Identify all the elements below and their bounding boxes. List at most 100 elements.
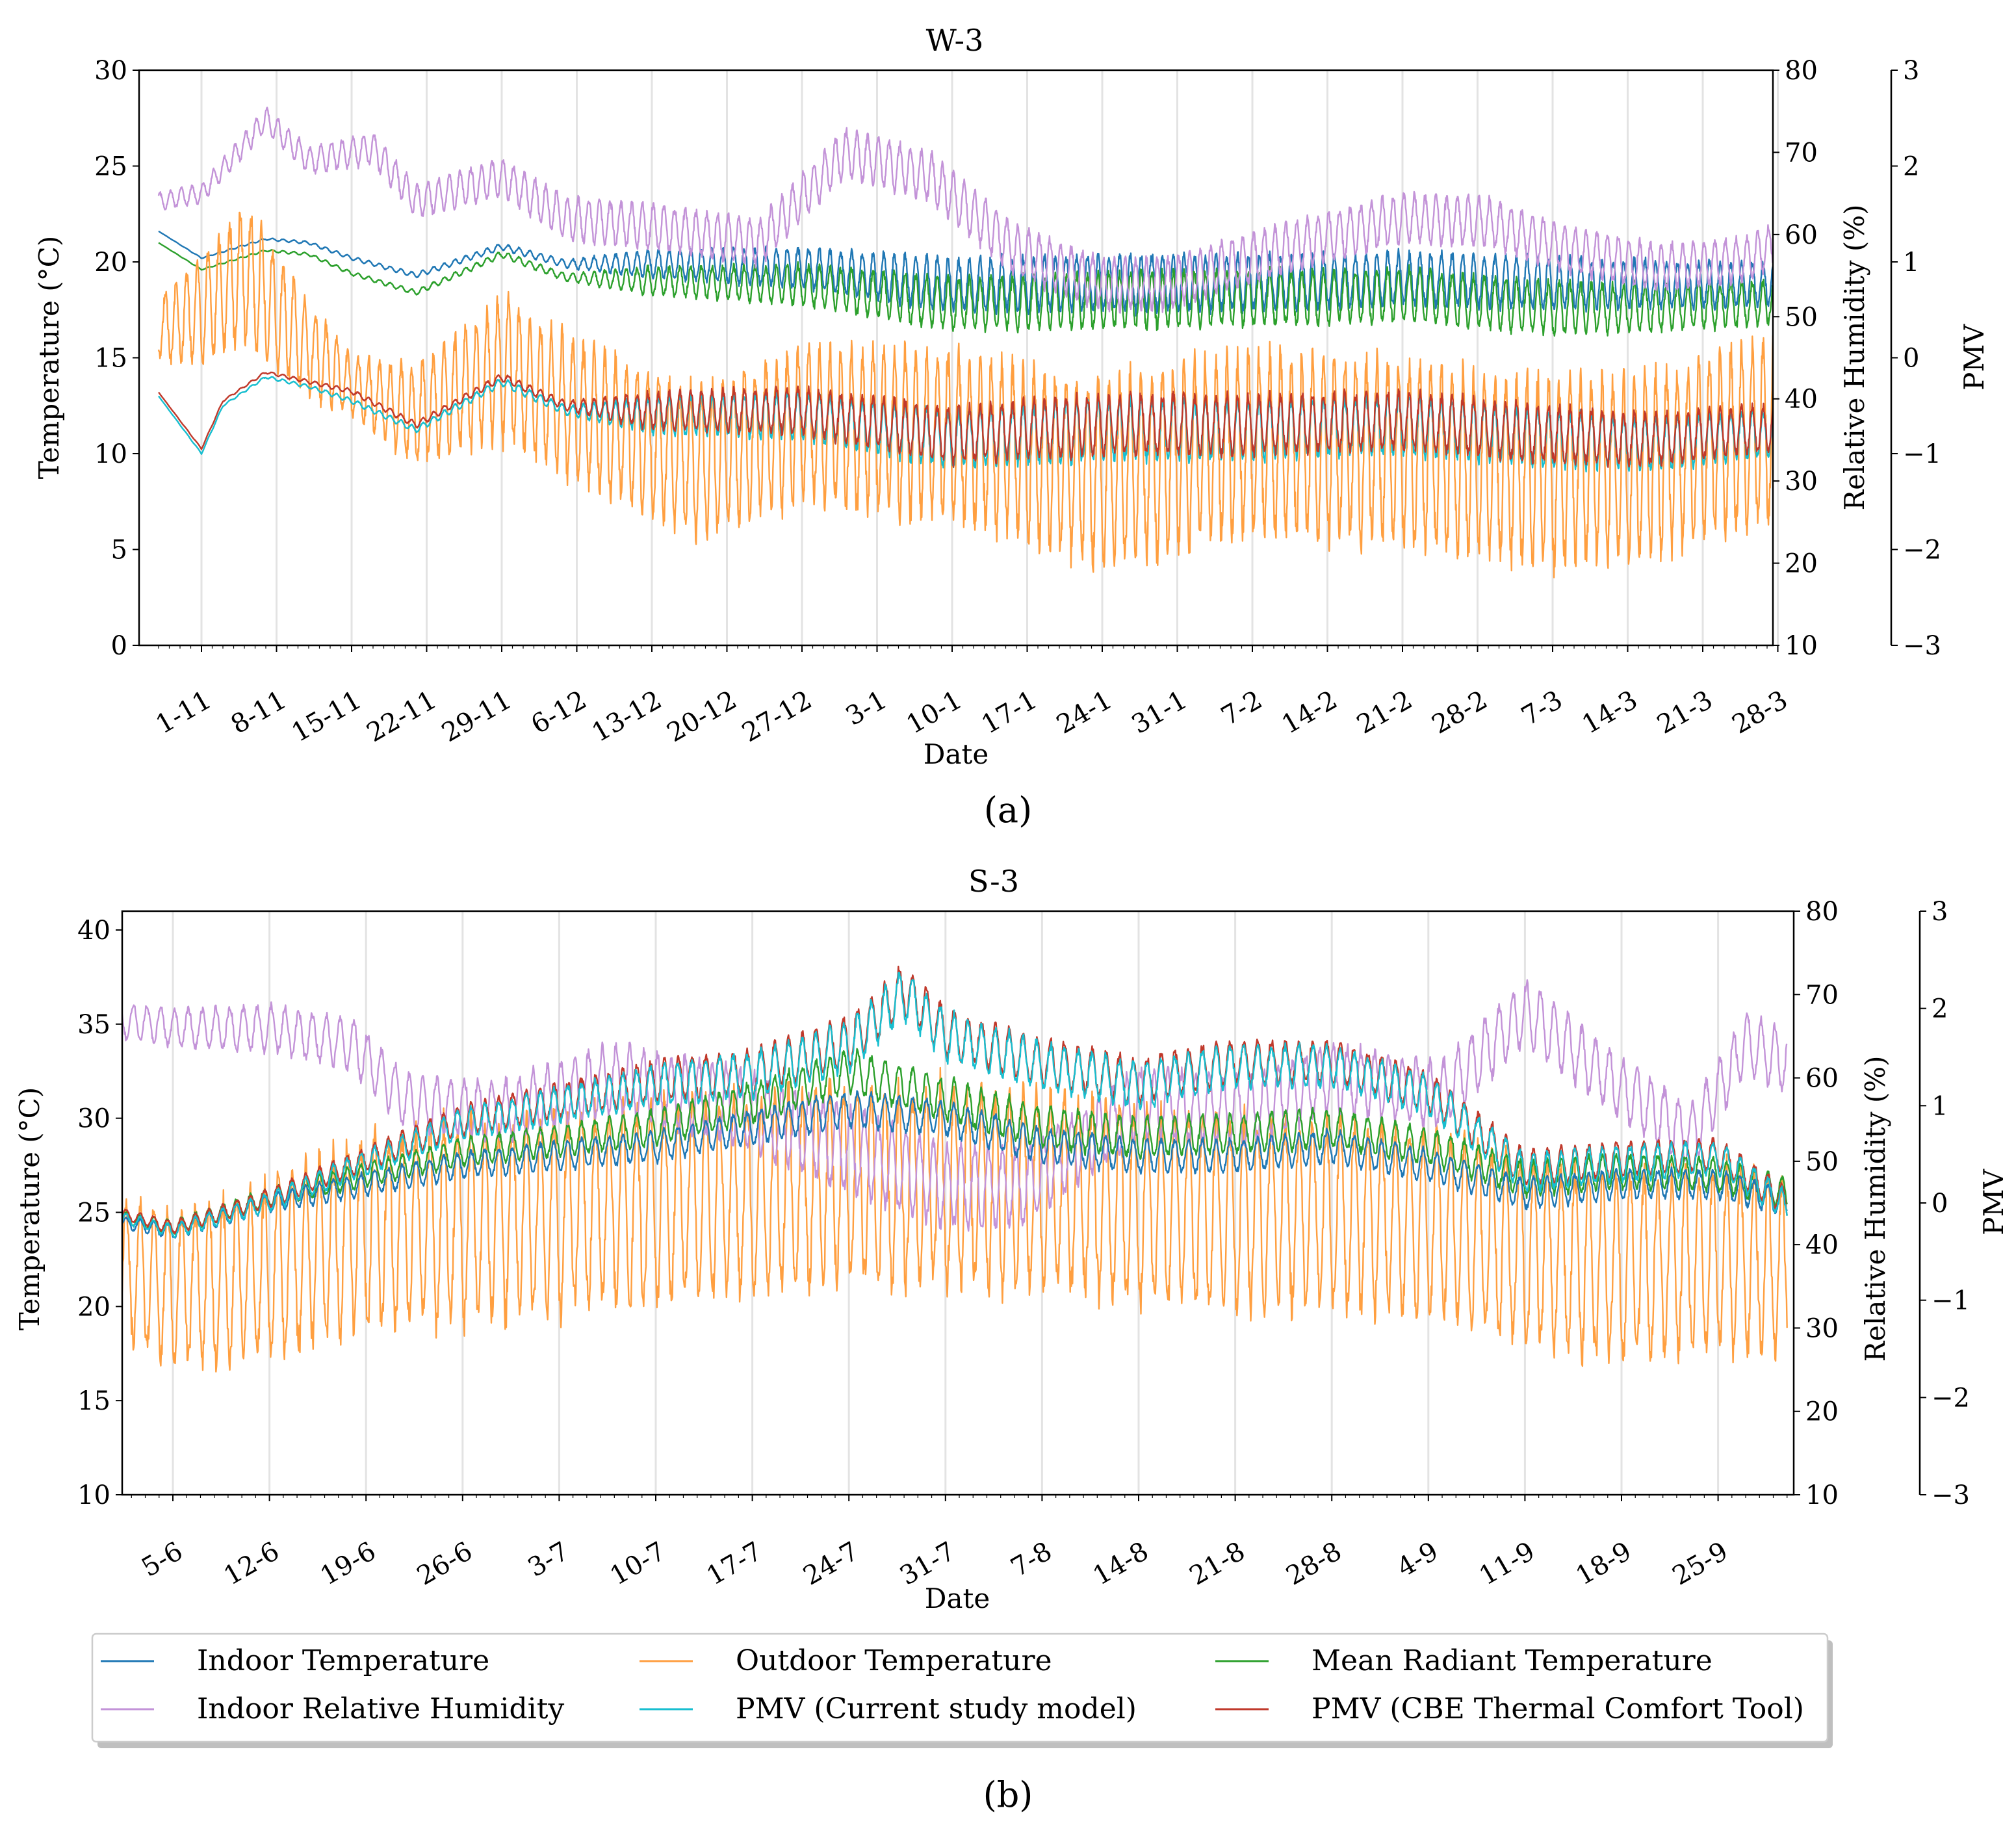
y-tick-label: 35 — [77, 1010, 110, 1040]
series-group — [122, 965, 1788, 1373]
x-tick-label: 28-8 — [1281, 1536, 1347, 1592]
x-tick-label: 24-1 — [1052, 685, 1117, 740]
pmv-tick-label: 2 — [1903, 152, 1919, 182]
pmv-tick-label: −2 — [1932, 1383, 1970, 1413]
x-tick-label: 11-9 — [1475, 1536, 1540, 1592]
y-tick-label: 15 — [94, 344, 127, 374]
x-tick-label: 7-8 — [1006, 1536, 1057, 1583]
vertical-gridlines — [200, 70, 1779, 645]
y-right-tick-label: 70 — [1785, 138, 1818, 168]
series-line-mean-radiant-temperature — [122, 1048, 1788, 1235]
y-axis-label-left: Temperature (°C) — [14, 1087, 45, 1330]
x-tick-label: 28-3 — [1727, 685, 1793, 740]
x-tick-label: 6-12 — [526, 685, 592, 740]
chart-title: S-3 — [968, 864, 1019, 899]
legend-label: Indoor Temperature — [197, 1644, 489, 1677]
x-tick-label: 5-6 — [136, 1536, 188, 1583]
x-tick-label: 3-7 — [523, 1536, 575, 1583]
legend: Indoor Temperature Outdoor Temperature Mea… — [91, 1633, 1833, 1748]
pmv-tick-label: −3 — [1932, 1480, 1970, 1510]
y-tick-label: 10 — [77, 1480, 110, 1510]
x-tick-label: 14-8 — [1088, 1536, 1154, 1592]
series-line-mean-radiant-temperature — [158, 242, 1773, 337]
pmv-tick-label: 2 — [1932, 994, 1948, 1024]
y-tick-label: 20 — [94, 248, 127, 278]
y-axis-label-pmv: PMV — [1978, 1169, 2010, 1235]
x-tick-label: 21-2 — [1352, 685, 1417, 740]
legend-items: Indoor Temperature Outdoor Temperature Mea… — [101, 1644, 1804, 1725]
x-tick-label: 20-12 — [662, 685, 742, 748]
legend-entry: Mean Radiant Temperature — [1215, 1644, 1712, 1677]
series-line-outdoor-temperature — [122, 1066, 1788, 1373]
y-right-tick-label: 50 — [1805, 1147, 1839, 1177]
chart-title: W-3 — [926, 23, 984, 58]
pmv-tick-label: 3 — [1932, 897, 1948, 927]
legend-box — [91, 1633, 1829, 1743]
legend-entry: Indoor Temperature — [101, 1644, 489, 1677]
x-tick-label: 10-7 — [605, 1536, 671, 1592]
legend-label: PMV (Current study model) — [736, 1692, 1137, 1725]
x-tick-label: 27-12 — [737, 685, 817, 748]
legend-label: PMV (CBE Thermal Comfort Tool) — [1312, 1692, 1804, 1725]
y-tick-label: 30 — [77, 1104, 110, 1134]
series-line-indoor-relative-humidity — [157, 107, 1773, 314]
y-right-tick-label: 30 — [1785, 467, 1818, 497]
x-tick-label: 13-12 — [587, 685, 667, 748]
right-y-axis-ticks: 10 20 30 40 50 60 70 80 — [1794, 897, 1839, 1510]
legend-label: Outdoor Temperature — [736, 1644, 1052, 1677]
x-tick-label: 25-9 — [1668, 1536, 1733, 1592]
series-group — [157, 107, 1773, 578]
y-right-tick-label: 40 — [1805, 1230, 1839, 1260]
pmv-tick-label: −1 — [1932, 1286, 1970, 1316]
pmv-tick-label: 1 — [1932, 1091, 1948, 1121]
y-tick-label: 25 — [77, 1198, 110, 1228]
y-right-tick-label: 40 — [1785, 385, 1818, 415]
y-right-tick-label: 60 — [1805, 1064, 1839, 1094]
y-right-tick-label: 70 — [1805, 980, 1839, 1010]
y-tick-label: 20 — [77, 1292, 110, 1322]
x-tick-label: 19-6 — [315, 1536, 381, 1592]
y-right-tick-label: 30 — [1805, 1313, 1839, 1343]
plot-area — [122, 965, 1788, 1373]
pmv-axis-ticks: −3 −2 −1 0 1 2 3 — [1920, 897, 1970, 1510]
x-tick-label: 3-1 — [841, 685, 892, 732]
y-tick-label: 40 — [77, 916, 110, 946]
y-tick-label: 10 — [94, 439, 127, 469]
y-right-tick-label: 10 — [1805, 1480, 1839, 1510]
x-axis-label: Date — [925, 1582, 990, 1614]
x-tick-label: 22-11 — [362, 685, 442, 748]
x-tick-label: 14-2 — [1277, 685, 1343, 740]
y-axis-label-right: Relative Humidity (%) — [1839, 204, 1870, 510]
y-axis-label-left: Temperature (°C) — [33, 236, 65, 479]
y-right-tick-label: 10 — [1785, 631, 1818, 661]
legend-entry: PMV (Current study model) — [640, 1692, 1137, 1725]
x-tick-label: 31-1 — [1127, 685, 1193, 740]
series-line-pmv-cbe-thermal-comfort-tool- — [158, 371, 1773, 468]
x-tick-label: 7-2 — [1216, 685, 1267, 732]
y-tick-label: 25 — [94, 152, 127, 182]
x-tick-label: 17-1 — [977, 685, 1042, 740]
x-axis-ticks: 5-6 12-6 19-6 26-6 3-7 10-7 17-7 24-7 31-7 7-8 14-… — [131, 1495, 1788, 1592]
legend-label: Mean Radiant Temperature — [1312, 1644, 1712, 1677]
series-line-indoor-temperature — [158, 230, 1773, 317]
series-line-pmv-current-study-model- — [122, 972, 1788, 1239]
legend-entry: Outdoor Temperature — [640, 1644, 1052, 1677]
x-tick-label: 4-9 — [1392, 1536, 1443, 1583]
plot-frame — [138, 69, 1774, 647]
left-y-axis-ticks: 0 5 10 15 20 25 30 — [94, 56, 139, 661]
pmv-axis-ticks: −3 −2 −1 0 1 2 3 — [1891, 56, 1941, 661]
pmv-tick-label: 3 — [1903, 56, 1919, 86]
series-line-indoor-relative-humidity — [122, 979, 1788, 1232]
y-right-tick-label: 60 — [1785, 220, 1818, 250]
x-tick-label: 29-11 — [437, 685, 517, 748]
y-tick-label: 15 — [77, 1386, 110, 1416]
y-right-tick-label: 20 — [1805, 1397, 1839, 1427]
legend-entry: Indoor Relative Humidity — [101, 1692, 564, 1725]
x-tick-label: 21-3 — [1652, 685, 1718, 740]
y-tick-label: 5 — [111, 536, 127, 565]
plot-frame — [121, 910, 1795, 1496]
x-tick-label: 21-8 — [1185, 1536, 1250, 1592]
plot-area — [157, 107, 1773, 578]
